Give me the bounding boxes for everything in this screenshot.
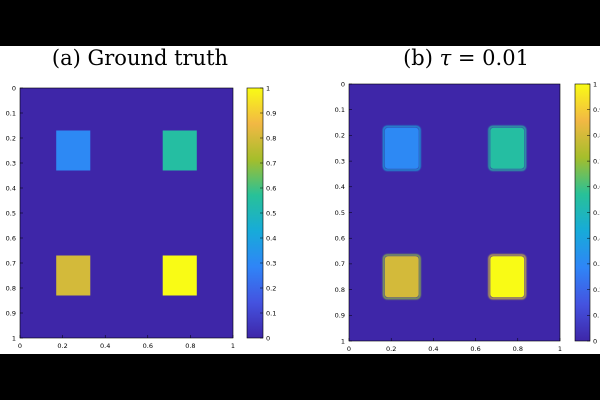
colorbar-tick-label: 0.4 bbox=[266, 234, 276, 242]
panel-b-title-symbol: τ bbox=[439, 46, 452, 70]
y-tick-label: 0.4 bbox=[335, 183, 345, 191]
y-tick-label: 0 bbox=[12, 84, 16, 92]
colorbar-tick-label: 0.8 bbox=[593, 132, 600, 140]
x-tick-label: 1 bbox=[558, 345, 562, 353]
colorbar-tick-label: 0.1 bbox=[266, 309, 276, 317]
colorbar-tick-label: 0.3 bbox=[593, 260, 600, 268]
y-tick-label: 1 bbox=[12, 334, 16, 342]
colorbar-tick-label: 0.5 bbox=[266, 209, 276, 217]
colorbar-tick-label: 0.7 bbox=[266, 159, 276, 167]
y-tick-label: 0.3 bbox=[6, 159, 16, 167]
region-halo bbox=[488, 254, 527, 300]
colorbar-tick-label: 0.2 bbox=[266, 284, 276, 292]
x-tick-label: 0.6 bbox=[470, 345, 480, 353]
panel-a-title: (a) Ground truth bbox=[51, 46, 229, 70]
colorbar-tick-label: 0.4 bbox=[593, 235, 600, 243]
x-tick-label: 0.8 bbox=[185, 342, 195, 350]
y-tick-label: 0.1 bbox=[335, 106, 345, 114]
heatmap-panel-a: 00.10.20.30.40.50.60.70.80.910 0.2 0.4 0.6 0… bbox=[6, 84, 277, 350]
x-tick-label: 1 bbox=[231, 342, 235, 350]
x-tick-label: 0.4 bbox=[100, 342, 110, 350]
x-tick-label: 0 bbox=[347, 345, 351, 353]
panel-b-title-prefix: (b) bbox=[403, 46, 433, 70]
heatmap-background bbox=[349, 84, 560, 341]
colorbar-tick-label: 0.5 bbox=[593, 209, 600, 217]
region-halo bbox=[382, 254, 421, 300]
colorbar-tick-label: 0.6 bbox=[593, 183, 600, 191]
y-tick-label: 0.7 bbox=[6, 259, 16, 267]
colorbar-tick-label: 0.8 bbox=[266, 134, 276, 142]
y-tick-label: 0.5 bbox=[335, 209, 345, 217]
heatmap-region-3 bbox=[384, 256, 419, 298]
panel-b-title: (b) τ = 0.01 bbox=[366, 44, 566, 72]
y-tick-label: 0.8 bbox=[335, 286, 345, 294]
colorbar-tick-label: 0.3 bbox=[266, 259, 276, 267]
colorbar-tick-label: 1 bbox=[266, 84, 270, 92]
colorbar-tick-label: 0.9 bbox=[266, 109, 276, 117]
heatmap-panel-b: 00.10.20.30.40.50.60.70.80.910 0.2 0.4 0.6 0… bbox=[335, 80, 600, 353]
colorbar-tick-label: 1 bbox=[593, 80, 597, 88]
y-tick-label: 0.1 bbox=[6, 109, 16, 117]
y-tick-label: 1 bbox=[341, 337, 345, 345]
colorbar-tick-label: 0.7 bbox=[593, 157, 600, 165]
heatmap-region-2 bbox=[162, 130, 197, 171]
y-tick-label: 0.8 bbox=[6, 284, 16, 292]
colorbar-tick-label: 0.6 bbox=[266, 184, 276, 192]
colorbar-tick-label: 0.9 bbox=[593, 106, 600, 114]
y-tick-label: 0.9 bbox=[335, 312, 345, 320]
x-tick-label: 0.2 bbox=[386, 345, 396, 353]
y-tick-label: 0.7 bbox=[335, 260, 345, 268]
y-tick-label: 0.2 bbox=[6, 134, 16, 142]
y-tick-label: 0.4 bbox=[6, 184, 16, 192]
heatmap-region-1 bbox=[56, 130, 91, 171]
colorbar-tick-label: 0.1 bbox=[593, 312, 600, 320]
y-tick-label: 0.3 bbox=[335, 157, 345, 165]
heatmap-region-4 bbox=[490, 256, 525, 298]
x-tick-label: 0.2 bbox=[57, 342, 67, 350]
y-tick-label: 0.6 bbox=[335, 235, 345, 243]
heatmap-region-3 bbox=[56, 255, 91, 296]
heatmap-background bbox=[20, 88, 233, 338]
y-tick-label: 0.2 bbox=[335, 132, 345, 140]
x-tick-label: 0.6 bbox=[143, 342, 153, 350]
y-tick-label: 0 bbox=[341, 80, 345, 88]
colorbar-tick-label: 0.2 bbox=[593, 286, 600, 294]
panel-b-title-suffix: = 0.01 bbox=[457, 46, 529, 70]
heatmap-region-2 bbox=[490, 127, 525, 169]
region-halo bbox=[488, 125, 527, 171]
colorbar-tick-label: 0 bbox=[593, 337, 597, 345]
region-halo bbox=[382, 125, 421, 171]
x-tick-label: 0 bbox=[18, 342, 22, 350]
y-tick-label: 0.6 bbox=[6, 234, 16, 242]
y-tick-label: 0.9 bbox=[6, 309, 16, 317]
heatmap-region-1 bbox=[384, 127, 419, 169]
heatmap-region-4 bbox=[162, 255, 197, 296]
colorbar-tick-label: 0 bbox=[266, 334, 270, 342]
x-tick-label: 0.4 bbox=[428, 345, 438, 353]
x-tick-label: 0.8 bbox=[513, 345, 523, 353]
y-tick-label: 0.5 bbox=[6, 209, 16, 217]
